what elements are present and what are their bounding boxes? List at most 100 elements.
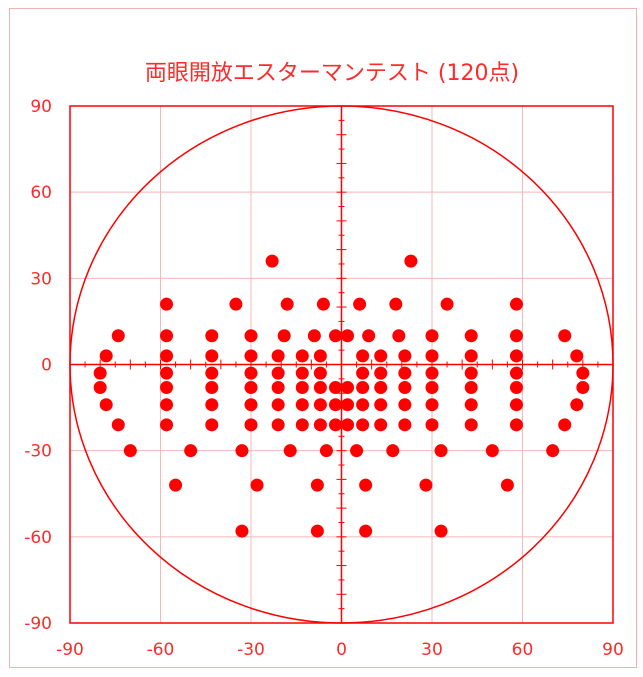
data-point	[425, 366, 439, 380]
data-point	[93, 366, 107, 380]
data-point	[425, 329, 439, 343]
data-point	[319, 444, 333, 458]
y-tick-label: 90	[30, 97, 52, 117]
data-point	[374, 366, 388, 380]
data-point	[464, 349, 478, 363]
data-point	[434, 444, 448, 458]
data-point	[295, 366, 309, 380]
data-point	[570, 398, 584, 412]
data-point	[464, 380, 478, 394]
data-point	[509, 366, 523, 380]
data-point	[558, 329, 572, 343]
data-point	[123, 444, 137, 458]
data-point	[205, 349, 219, 363]
data-point	[229, 297, 243, 311]
data-point	[328, 398, 342, 412]
data-point	[440, 297, 454, 311]
data-point	[509, 329, 523, 343]
data-point	[93, 380, 107, 394]
chart-frame	[9, 8, 637, 668]
data-point	[235, 444, 249, 458]
data-point	[295, 418, 309, 432]
data-point	[328, 380, 342, 394]
data-point	[244, 366, 258, 380]
data-point	[464, 366, 478, 380]
data-point	[434, 524, 448, 538]
data-point	[509, 380, 523, 394]
data-point	[295, 398, 309, 412]
data-point	[169, 478, 183, 492]
data-point	[570, 349, 584, 363]
data-point	[295, 380, 309, 394]
data-point	[160, 349, 174, 363]
data-point	[425, 398, 439, 412]
data-point	[328, 418, 342, 432]
data-point	[374, 418, 388, 432]
x-tick-label: 60	[512, 640, 534, 660]
data-point	[558, 418, 572, 432]
data-point	[283, 444, 297, 458]
data-point	[359, 478, 373, 492]
y-tick-label: -60	[24, 528, 52, 548]
tick-labels: -90 -60 -30 0 30 60 90 90 60 30 0 -30 -60 -90	[24, 97, 624, 660]
data-point	[341, 418, 355, 432]
data-point	[316, 297, 330, 311]
data-point	[307, 329, 321, 343]
data-point	[509, 349, 523, 363]
data-point	[111, 329, 125, 343]
data-point	[205, 329, 219, 343]
data-point	[271, 380, 285, 394]
data-point	[184, 444, 198, 458]
data-point	[160, 418, 174, 432]
data-point	[356, 349, 370, 363]
data-point	[160, 398, 174, 412]
x-tick-label: 90	[602, 640, 624, 660]
data-point	[313, 380, 327, 394]
data-point	[464, 398, 478, 412]
data-point	[356, 366, 370, 380]
data-point	[250, 478, 264, 492]
data-point	[500, 478, 514, 492]
data-point	[359, 524, 373, 538]
data-point	[425, 380, 439, 394]
data-point	[244, 349, 258, 363]
data-point	[356, 398, 370, 412]
data-point	[244, 329, 258, 343]
y-tick-label: 0	[41, 356, 52, 376]
x-tick-label: 30	[421, 640, 443, 660]
data-point	[205, 380, 219, 394]
data-point	[313, 349, 327, 363]
data-point	[425, 349, 439, 363]
data-point	[425, 418, 439, 432]
data-point	[341, 380, 355, 394]
data-point	[341, 398, 355, 412]
data-point	[398, 380, 412, 394]
x-tick-label: -30	[237, 640, 265, 660]
data-point	[205, 418, 219, 432]
data-point	[356, 380, 370, 394]
data-point	[111, 418, 125, 432]
data-point	[295, 349, 309, 363]
data-point	[464, 329, 478, 343]
data-point	[350, 444, 364, 458]
data-point	[160, 297, 174, 311]
data-point	[280, 297, 294, 311]
data-point	[398, 366, 412, 380]
data-point	[271, 418, 285, 432]
data-point	[310, 524, 324, 538]
y-tick-label: 60	[30, 183, 52, 203]
data-point	[374, 380, 388, 394]
data-point	[313, 418, 327, 432]
x-tick-label: -90	[56, 640, 84, 660]
y-tick-label: -30	[24, 442, 52, 462]
data-point	[160, 380, 174, 394]
chart-title: 両眼開放エスターマンテスト (120点)	[145, 61, 519, 86]
y-tick-label: -90	[24, 614, 52, 634]
data-point	[265, 254, 279, 268]
data-point	[235, 524, 249, 538]
data-point	[160, 366, 174, 380]
data-points	[93, 254, 590, 538]
data-point	[313, 398, 327, 412]
x-tick-label: 0	[336, 640, 347, 660]
